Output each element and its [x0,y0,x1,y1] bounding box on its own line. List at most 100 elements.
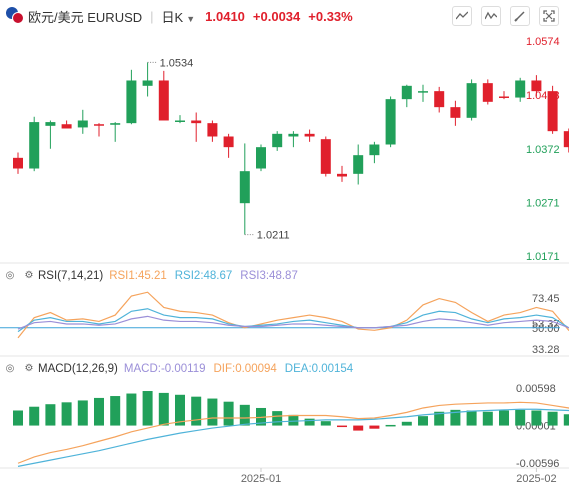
candle-body [401,85,412,100]
price-axis-label: 1.0271 [526,198,560,210]
macd-axis-label: 0.00598 [516,383,556,395]
macd-bar [223,401,234,426]
candle-body [450,107,461,118]
macd-bar [466,410,477,426]
candle-body [272,133,283,148]
pair-name: 欧元/美元 EURUSD [28,9,143,25]
settings-icon[interactable]: ⚙ [24,363,34,374]
macd-bar [515,409,526,426]
candle-body [353,155,364,174]
macd-bar [110,396,121,426]
rsi-name: RSI(7,14,21) [38,270,104,282]
x-axis-date-label: 2025-02 [516,473,556,485]
macd-bar [482,411,493,426]
rsi-line-3 [17,315,569,330]
candle-body [175,120,185,122]
macd-axis-label: -0.00596 [516,458,559,470]
dif-line [17,401,569,464]
dea-value: DEA:0.00154 [284,363,354,375]
macd-bar [450,409,461,426]
rsi3-value: RSI3:48.87 [240,270,298,282]
candle-body [223,136,234,148]
candle-body [239,171,250,204]
candle-body [110,123,121,125]
high-price-label: 1.0534 [160,57,194,69]
rsi-axis-label: 50.00 [532,323,560,335]
candle-body [499,96,509,98]
macd-bar [401,421,412,426]
eu-us-flag-icon [6,7,24,25]
macd-name: MACD(12,26,9) [38,363,118,375]
price-axis-label: 1.0171 [526,251,560,263]
macd-bar [45,404,56,426]
draw-icon[interactable] [510,6,530,26]
toolbar [452,6,559,26]
price-change: +0.0034 [252,8,301,24]
macd-bar [94,397,104,426]
macd-bar [563,414,569,426]
candle-body [434,91,445,108]
candle-body [531,80,542,92]
low-price-label: 1.0211 [257,230,290,242]
candle-body [515,80,526,98]
candle-body [45,122,56,126]
macd-bar [353,425,364,431]
candle-body [369,144,380,156]
eye-icon[interactable]: ◎ [5,363,15,374]
divider: | [150,8,154,24]
macd-bar [142,391,153,426]
macd-bar [531,410,542,426]
candle-body [142,80,153,86]
macd-header: ◎ ⚙ MACD(12,26,9) MACD:-0.00119 DIF:0.00… [0,360,354,378]
rsi2-value: RSI2:48.67 [174,270,233,282]
candle-body [158,80,169,121]
rsi-header: ◎ ⚙ RSI(7,14,21) RSI1:45.21 RSI2:48.67 R… [0,267,298,285]
candle-body [385,99,396,145]
chart-style-icon[interactable] [452,6,472,26]
dea-line [17,408,569,467]
macd-bar [158,392,169,426]
macd-bar [288,414,299,426]
dif-value: DIF:0.00094 [213,363,277,375]
macd-value: MACD:-0.00119 [123,363,206,375]
header-bar: 欧元/美元 EURUSD | 日K ▼ 1.0410 +0.0034 +0.33% [0,0,569,32]
candle-body [337,173,347,177]
candle-body [29,122,40,169]
fullscreen-icon[interactable] [539,6,559,26]
eye-icon[interactable]: ◎ [5,270,15,281]
candle-body [191,120,202,124]
candle-body [466,83,477,118]
price-axis-label: 1.0372 [526,144,560,156]
macd-bar [191,396,202,426]
timeframe-select[interactable]: 日K ▼ [161,9,196,25]
last-price: 1.0410 [205,8,245,24]
candle-body [256,147,266,169]
macd-bar [13,410,23,426]
candle-body [94,124,104,126]
macd-bar [547,411,558,426]
macd-bar [418,416,428,426]
macd-axis-label: 0.00001 [516,421,556,433]
settings-icon[interactable]: ⚙ [24,270,34,281]
macd-bar [272,411,283,426]
x-axis-date-label: 2025-01 [241,473,281,485]
candle-body [304,133,315,137]
candle-body [13,157,23,169]
candle-body [418,91,428,93]
macd-bar [304,418,315,426]
candle-body [563,131,569,148]
macd-bar [385,424,396,427]
macd-bar [126,393,137,426]
price-change-pct: +0.33% [308,8,353,24]
price-axis-label: 1.0574 [526,36,560,48]
caret-down-icon: ▼ [186,13,196,24]
macd-bar [61,402,72,426]
macd-bar [369,425,380,429]
indicator-icon[interactable] [481,6,501,26]
rsi-axis-label: 73.45 [532,293,560,305]
rsi-axis-label: 33.28 [532,344,560,356]
candle-body [207,123,218,137]
candle-body [288,133,299,137]
macd-bar [77,400,88,426]
